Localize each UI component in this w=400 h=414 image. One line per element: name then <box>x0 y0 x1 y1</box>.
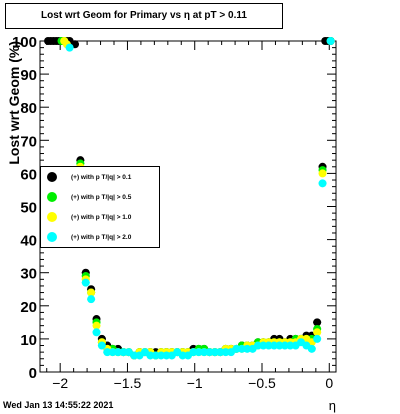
y-axis-label: Lost wrt Geom (%) <box>6 41 22 165</box>
legend-marker <box>47 172 57 182</box>
legend-marker <box>47 192 57 202</box>
y-tick-label: 100 <box>12 34 37 51</box>
y-tick-label: 70 <box>20 133 37 150</box>
legend-label: (+) with p T/|q| > 1.0 <box>71 213 132 221</box>
legend-item: (+) with p T/|q| > 0.1 <box>47 169 131 185</box>
legend-item: (+) with p T/|q| > 1.0 <box>47 209 131 225</box>
y-tick-label: 80 <box>20 100 37 117</box>
x-tick-label: −1 <box>187 375 203 391</box>
legend-item: (+) with p T/|q| > 2.0 <box>47 229 131 245</box>
data-point <box>65 43 74 52</box>
timestamp: Wed Jan 13 14:55:22 2021 <box>3 400 114 410</box>
legend-label: (+) with p T/|q| > 2.0 <box>71 233 132 241</box>
y-tick-label: 0 <box>29 365 37 382</box>
legend-marker <box>47 212 57 222</box>
data-point <box>313 334 322 343</box>
data-point <box>87 288 96 297</box>
legend-item: (+) with p T/|q| > 0.5 <box>47 189 131 205</box>
data-point <box>313 318 322 327</box>
y-tick-label: 90 <box>20 67 37 84</box>
data-point <box>97 341 106 350</box>
data-point <box>318 169 327 178</box>
y-tick-label: 40 <box>20 233 37 250</box>
legend-label: (+) with p T/|q| > 0.5 <box>71 193 132 201</box>
data-point <box>87 295 96 304</box>
data-point <box>318 179 327 188</box>
legend-marker <box>47 232 57 242</box>
data-point <box>307 344 316 353</box>
data-point <box>326 37 335 45</box>
legend: (+) with p T/|q| > 0.1 (+) with p T/|q| … <box>40 166 160 248</box>
x-tick-label: −0.5 <box>248 375 276 391</box>
data-points <box>44 37 335 360</box>
axis-tick-labels: 0 10 20 30 40 50 60 70 80 90 100 −2 −1.5 −1 −0.5 0 <box>12 34 333 391</box>
data-point <box>92 328 101 337</box>
chart-title: Lost wrt Geom for Primary vs η at pT > 0… <box>5 3 283 29</box>
y-tick-label: 30 <box>20 266 37 283</box>
y-tick-label: 10 <box>20 332 37 349</box>
x-tick-label: −2 <box>52 375 68 391</box>
data-point <box>92 321 101 330</box>
legend-label: (+) with p T/|q| > 0.1 <box>71 173 132 181</box>
x-tick-label: −1.5 <box>114 375 142 391</box>
data-point <box>81 278 90 287</box>
y-tick-label: 20 <box>20 299 37 316</box>
data-point <box>313 328 322 337</box>
y-tick-label: 60 <box>20 166 37 183</box>
y-tick-label: 50 <box>20 200 37 217</box>
x-axis-label: η <box>329 398 336 413</box>
x-tick-label: 0 <box>325 375 333 391</box>
